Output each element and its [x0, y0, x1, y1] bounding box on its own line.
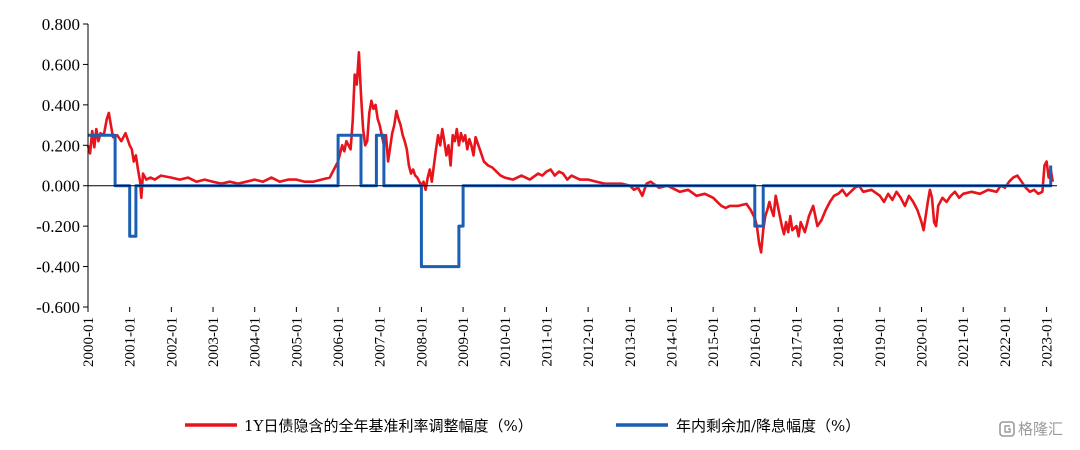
- y-tick-label: 0.400: [42, 96, 80, 115]
- x-tick-label: 2015-01: [706, 317, 722, 367]
- legend-label-blue-series: 年内剩余加/降息幅度（%）: [676, 417, 860, 435]
- y-axis-ticks: 0.800 0.600 0.400 0.200 0.000 -0.200 -0.400 -0.…: [36, 15, 88, 317]
- x-tick-label: 2010-01: [498, 317, 514, 367]
- series-line-red: [86, 51, 1055, 254]
- x-tick-label: 2018-01: [831, 317, 847, 367]
- series-layer: [86, 51, 1055, 269]
- gelonghui-logo-icon: [999, 421, 1015, 437]
- x-axis-ticks: 2000-01 2001-01 2002-01 2003-01 2004-01 2005-…: [81, 307, 1056, 367]
- x-tick-label: 2004-01: [248, 317, 264, 367]
- x-tick-label: 2019-01: [873, 317, 889, 367]
- x-tick-label: 2020-01: [915, 317, 931, 367]
- x-tick-label: 2022-01: [998, 317, 1014, 367]
- x-tick-label: 2009-01: [456, 317, 472, 367]
- watermark: 格隆汇: [999, 420, 1063, 438]
- x-tick-label: 2014-01: [664, 317, 680, 367]
- x-tick-label: 2016-01: [748, 317, 764, 367]
- x-tick-label: 2021-01: [956, 317, 972, 367]
- legend-label-red-series: 1Y日债隐含的全年基准利率调整幅度（%）: [244, 417, 533, 435]
- y-tick-label: 0.800: [42, 15, 80, 34]
- x-tick-label: 2001-01: [123, 317, 139, 367]
- y-tick-label: 0.000: [42, 177, 80, 196]
- x-tick-label: 2013-01: [623, 317, 639, 367]
- x-tick-label: 2023-01: [1040, 317, 1056, 367]
- x-tick-label: 2000-01: [81, 317, 97, 367]
- x-tick-label: 2017-01: [790, 317, 806, 367]
- legend: 1Y日债隐含的全年基准利率调整幅度（%） 年内剩余加/降息幅度（%）: [185, 417, 860, 435]
- y-tick-label: -0.200: [36, 217, 80, 236]
- x-tick-label: 2003-01: [206, 317, 222, 367]
- y-tick-label: 0.200: [42, 136, 80, 155]
- y-tick-label: 0.600: [42, 55, 80, 74]
- watermark-text: 格隆汇: [1018, 420, 1063, 438]
- series-line-blue: [88, 133, 1053, 269]
- y-tick-label: -0.400: [36, 258, 80, 277]
- x-tick-label: 2011-01: [539, 317, 555, 366]
- x-tick-label: 2006-01: [331, 317, 347, 367]
- x-tick-label: 2007-01: [373, 317, 389, 367]
- x-tick-label: 2012-01: [581, 317, 597, 367]
- x-tick-label: 2008-01: [414, 317, 430, 367]
- x-tick-label: 2002-01: [164, 317, 180, 367]
- x-tick-label: 2005-01: [289, 317, 305, 367]
- y-tick-label: -0.600: [36, 298, 80, 317]
